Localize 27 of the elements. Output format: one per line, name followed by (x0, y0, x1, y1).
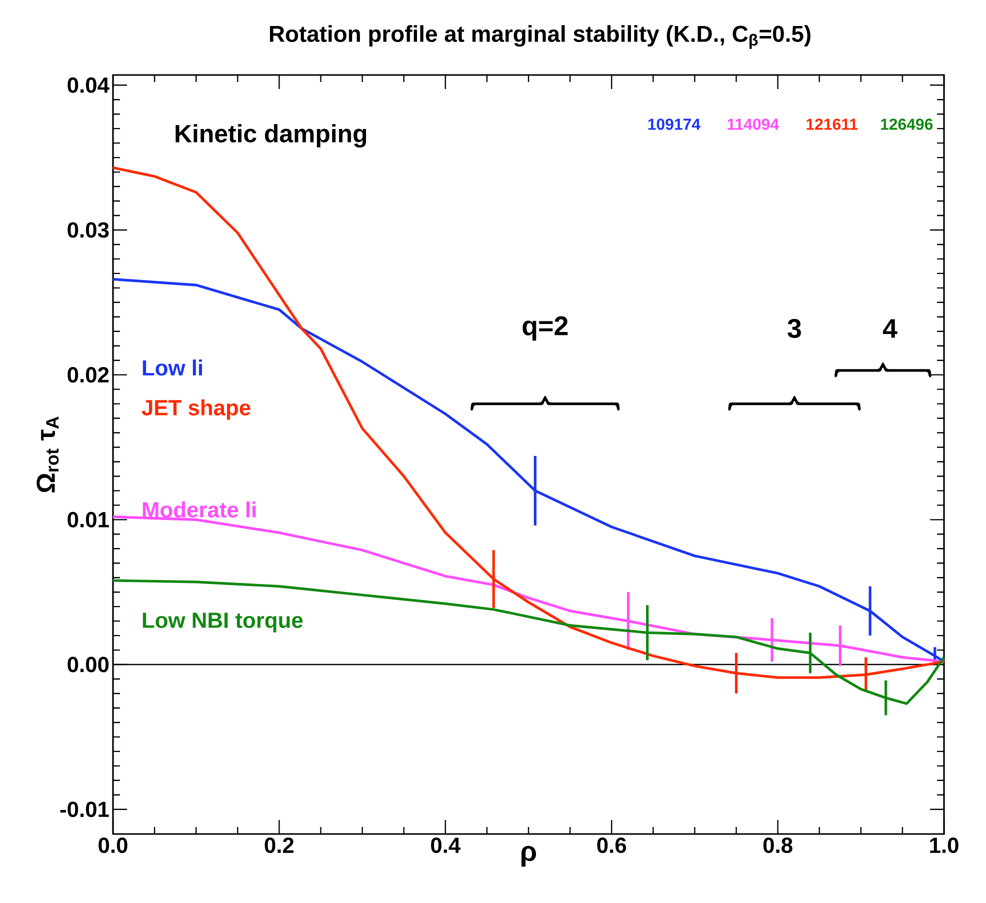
annotation: 4 (882, 319, 898, 338)
y-tick-label: 0.00 (68, 656, 109, 672)
annotation: q=2 (522, 316, 568, 341)
series-label: Low NBI torque (142, 612, 303, 632)
annotation: 109174 (648, 118, 700, 130)
series-label: Moderate li (142, 501, 256, 518)
x-tick-label: 0.2 (264, 838, 294, 854)
annotation: 114094 (728, 118, 779, 130)
annotation: 126496 (881, 118, 933, 130)
text: JET shape (142, 399, 250, 420)
y-tick-label: 0.02 (68, 367, 109, 383)
y-tick-label: -0.01 (60, 802, 109, 818)
y-tick-label: 0.03 (68, 222, 109, 238)
x-tick-label: 0.4 (431, 838, 461, 854)
y-axis-title: Ω$_{rot}$ τ$_{A}$ (36, 416, 59, 492)
chart-title: Rotation profile at marginal stability (K.D., C$_{β}$=0.5) (270, 25, 810, 49)
annotation: Kinetic damping (176, 124, 366, 148)
x-tick-label: 0.6 (597, 838, 626, 854)
x-tick-label: 1.0 (930, 838, 958, 854)
y-tick-label: 0.04 (68, 77, 110, 93)
x-tick-label: 0.0 (98, 838, 128, 854)
annotation: 3 (788, 318, 801, 338)
annotation: 121611 (806, 118, 858, 130)
y-tick-label: 0.01 (68, 512, 109, 528)
text: Low li (142, 360, 202, 376)
x-tick-label: 0.8 (763, 838, 792, 854)
x-axis-title: ρ (522, 846, 536, 867)
